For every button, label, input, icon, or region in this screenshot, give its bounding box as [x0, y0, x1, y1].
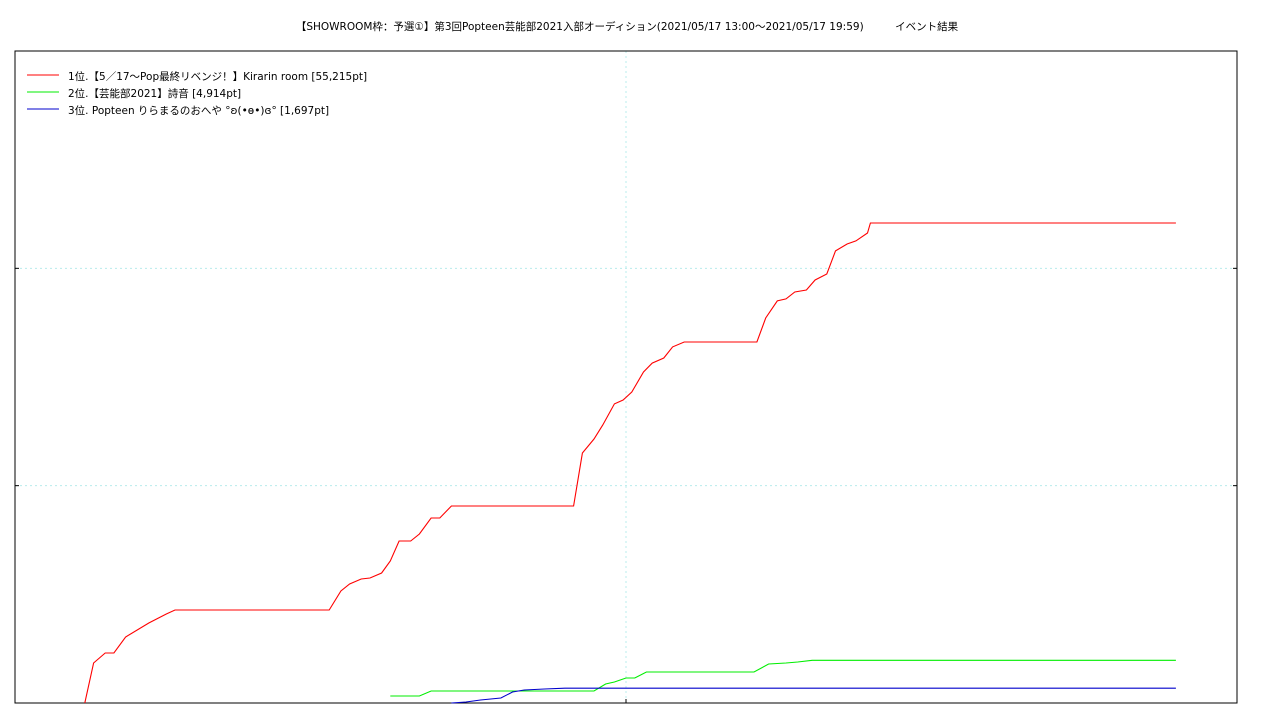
line: [451, 687, 1176, 704]
chart-title: 【SHOWROOM枠：予選①】第3回Popteen芸能部2021入部オーディショ…: [296, 20, 959, 33]
line: [84, 222, 1176, 704]
legend-label: 3位. Popteen りらまるのおへや °ʚ(•ɵ•)ɞ° [1,697pt]: [68, 104, 329, 117]
plot-frame: [14, 50, 1238, 704]
legend-label: 2位.【芸能部2021】詩音 [4,914pt]: [68, 87, 241, 100]
line: [390, 659, 1176, 697]
legend-label: 1位.【5／17〜Pop最終リベンジ！】Kirarin room [55,215…: [68, 70, 367, 83]
